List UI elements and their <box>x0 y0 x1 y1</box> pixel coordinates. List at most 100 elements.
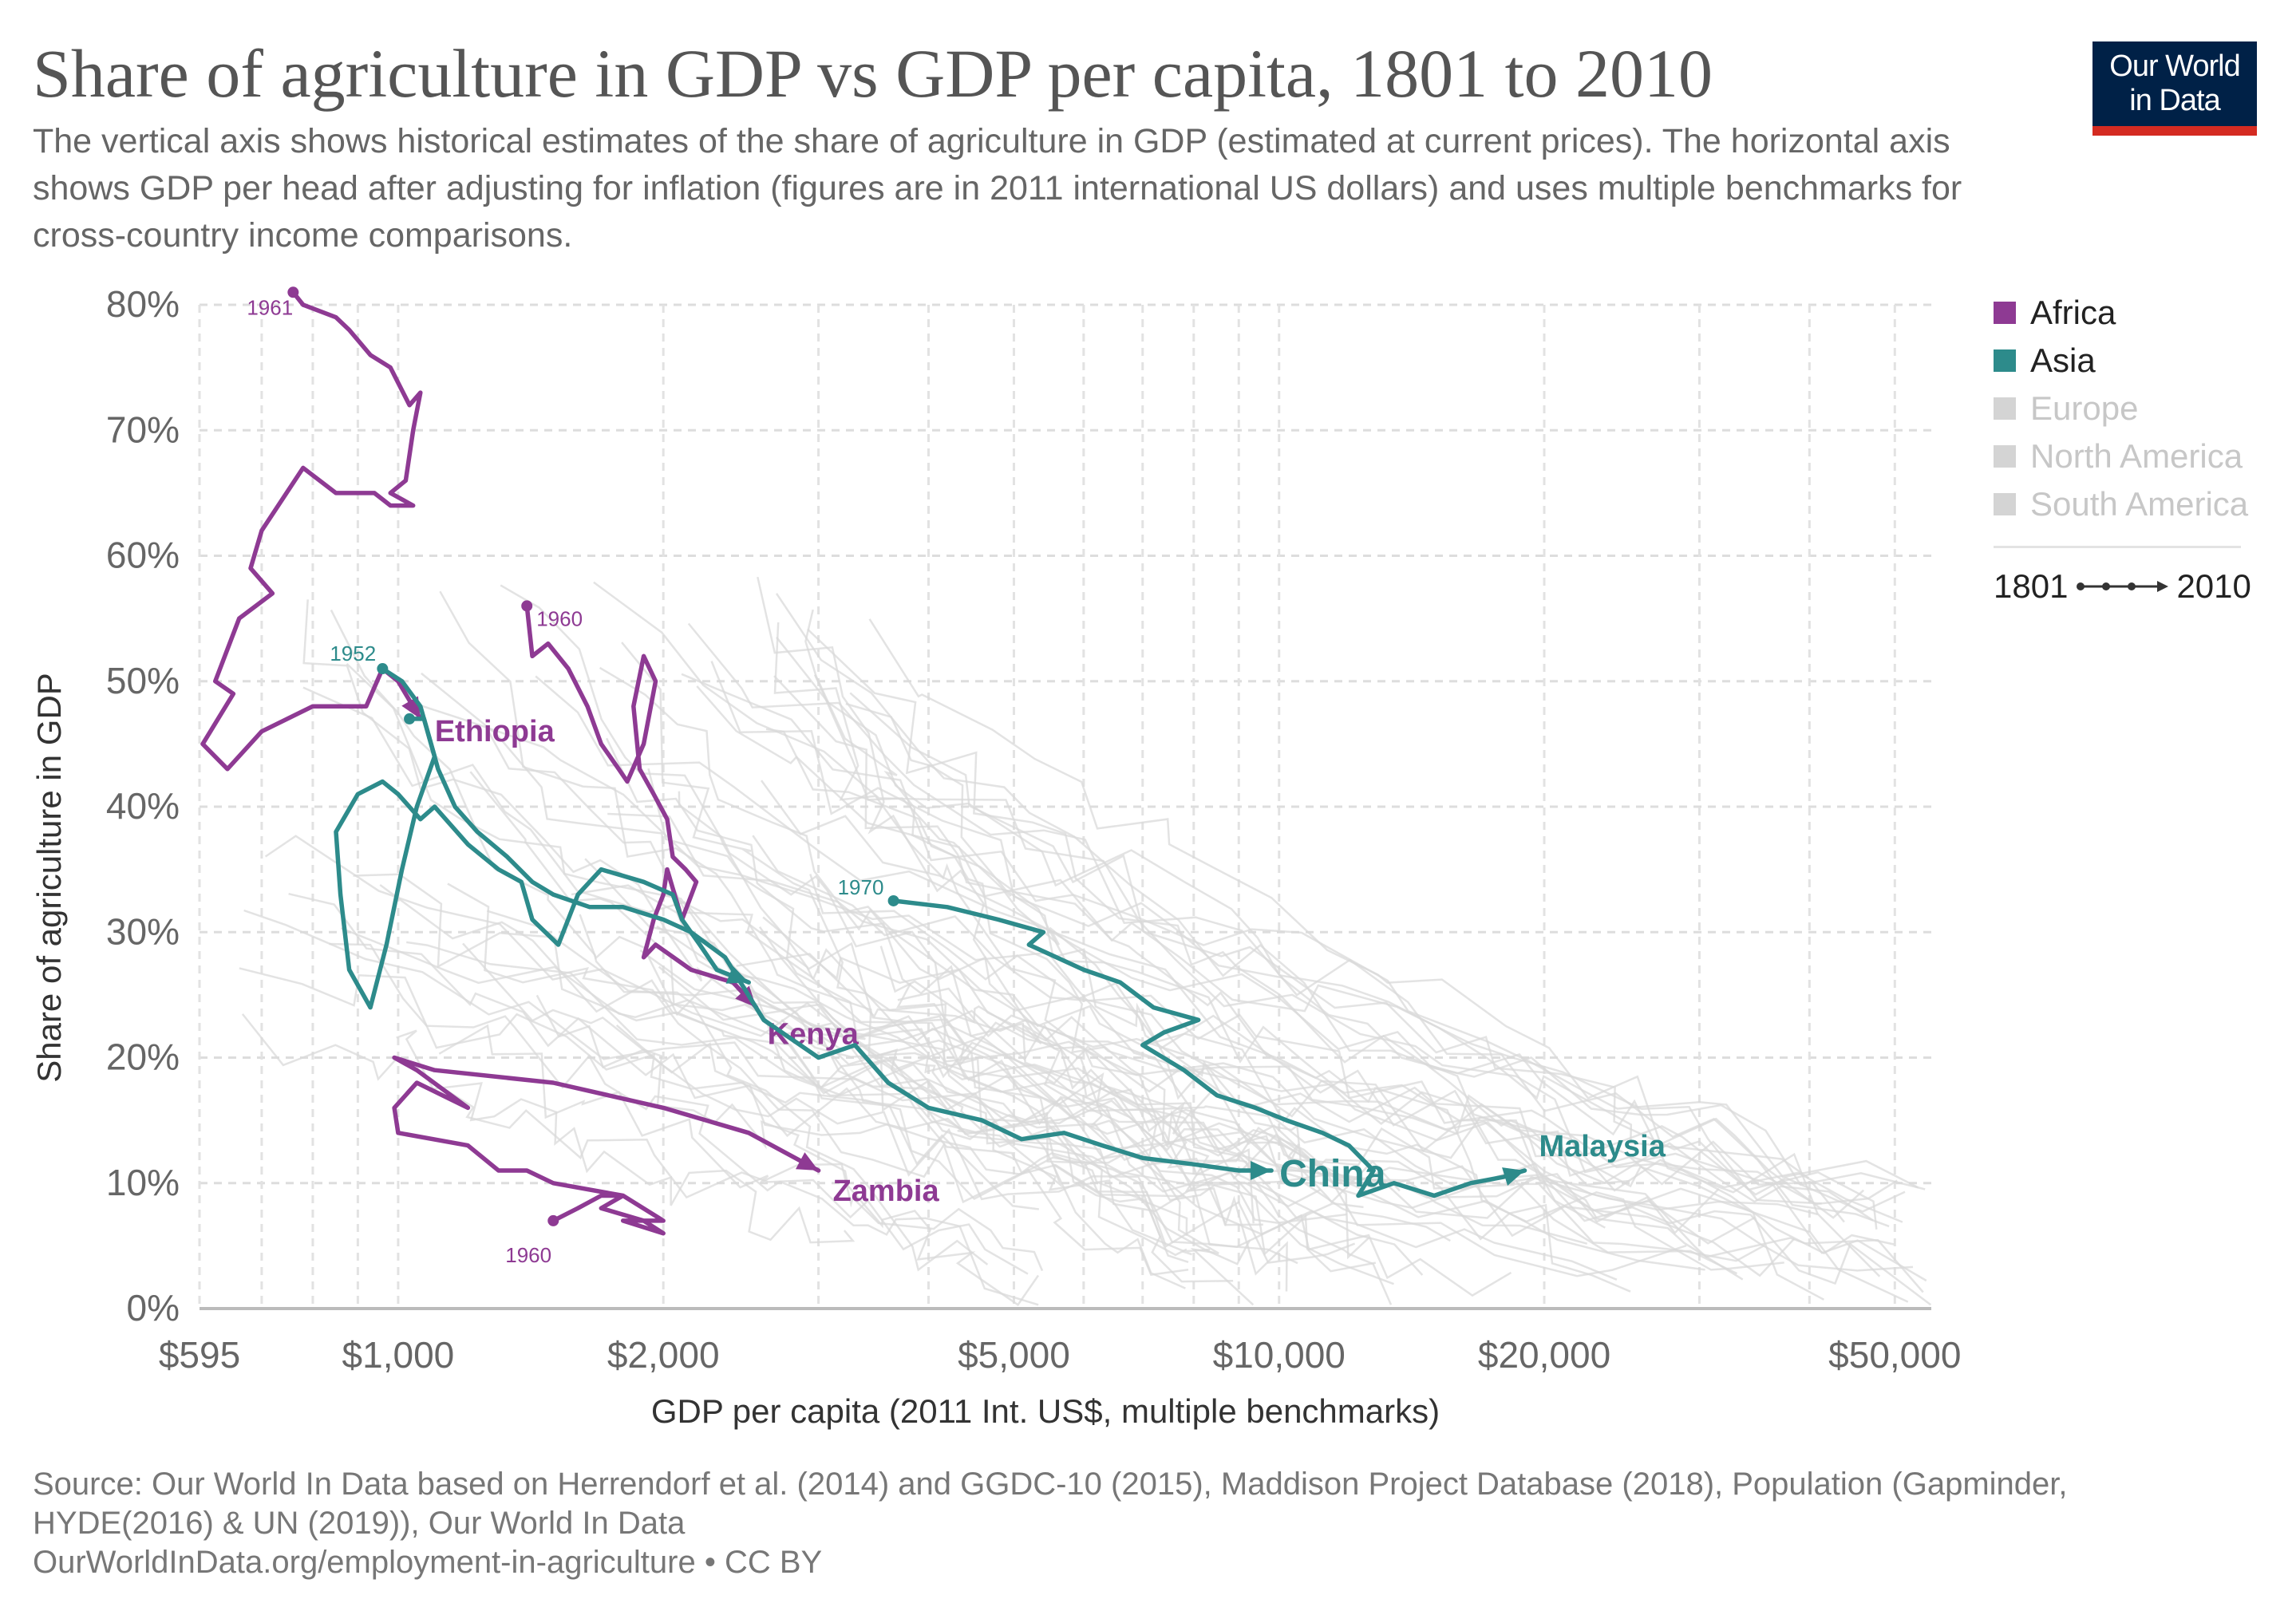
background-trajectory <box>410 701 1756 1245</box>
x-tick-label: $50,000 <box>1828 1334 1961 1376</box>
logo-line-1: Our World <box>2109 49 2240 83</box>
source-line-2: HYDE(2016) & UN (2019)), Our World In Da… <box>33 1506 686 1541</box>
license-label[interactable]: CC BY <box>724 1545 823 1580</box>
background-trajectory <box>330 609 989 1272</box>
background-trajectory <box>535 675 1909 1303</box>
trajectory-start-dot-zambia <box>547 1214 559 1226</box>
background-trajectory <box>329 942 1039 1306</box>
x-axis-title: GDP per capita (2011 Int. US$, multiple … <box>651 1392 1440 1430</box>
y-tick-label: 30% <box>106 910 180 952</box>
trajectory-malaysia <box>891 898 1527 1198</box>
legend-swatch-europe <box>1994 397 2016 420</box>
background-trajectory <box>868 618 1865 1219</box>
start-year-label: 1952 <box>330 642 376 665</box>
legend-item-europe[interactable]: Europe <box>1994 385 2251 432</box>
legend-swatch-africa <box>1994 302 2016 324</box>
background-trajectory <box>807 628 1630 1186</box>
legend-item-africa[interactable]: Africa <box>1994 289 2251 337</box>
background-trajectory <box>615 1024 1512 1297</box>
background-trajectory <box>488 731 1347 1224</box>
background-trajectory <box>696 685 1822 1205</box>
background-trajectory <box>571 884 1705 1271</box>
legend-item-asia[interactable]: Asia <box>1994 337 2251 385</box>
legend-label: South America <box>2030 485 2249 523</box>
trajectory-kenya <box>524 603 759 1010</box>
background-trajectory <box>752 835 1898 1206</box>
background-trajectory <box>438 1024 1044 1272</box>
background-trajectory <box>621 642 1188 1236</box>
background-trajectory <box>288 892 1185 1198</box>
background-trajectory <box>773 675 1606 1229</box>
y-tick-label: 80% <box>106 283 180 325</box>
start-year-label: 1970 <box>838 875 884 899</box>
background-trajectory <box>849 692 1878 1230</box>
trajectory-ethiopia <box>200 290 423 772</box>
chart-subtitle: The vertical axis shows historical estim… <box>33 122 1962 255</box>
x-tick-label: $2,000 <box>607 1334 720 1376</box>
start-year-label: 1961 <box>247 295 293 319</box>
background-trajectory <box>396 1029 856 1244</box>
x-tick-label: $595 <box>159 1334 240 1376</box>
legend-item-north-america[interactable]: North America <box>1994 432 2251 480</box>
y-tick-label: 60% <box>106 535 180 576</box>
x-tick-label: $5,000 <box>958 1334 1070 1376</box>
trajectory-start-dot-india <box>377 663 389 675</box>
trajectory-zambia <box>392 1055 821 1236</box>
background-trajectory <box>897 987 1932 1306</box>
legend-time-start: 1801 <box>1994 567 2069 605</box>
background-trajectory <box>500 584 1189 1263</box>
source-url[interactable]: OurWorldInData.org/employment-in-agricul… <box>33 1545 696 1580</box>
y-tick-label: 20% <box>106 1036 180 1078</box>
trajectory-arrow-china <box>1251 1161 1272 1181</box>
owid-logo[interactable]: Our World in Data <box>2092 41 2257 136</box>
trajectory-start-dot-ethiopia <box>287 286 299 298</box>
start-year-label: 1960 <box>536 606 583 630</box>
background-trajectory <box>879 946 1393 1305</box>
background-trajectory <box>406 941 1796 1277</box>
background-trajectory <box>845 702 1369 1260</box>
background-trajectory <box>593 581 1919 1189</box>
background-trajectory <box>757 576 1255 1306</box>
background-trajectory <box>346 662 1251 1265</box>
background-trajectory <box>762 916 1845 1223</box>
footer-separator: • <box>704 1545 725 1580</box>
source-line-1: Source: Our World In Data based on Herre… <box>33 1467 2068 1502</box>
start-year-label: 1960 <box>505 1243 551 1267</box>
y-tick-label: 40% <box>106 785 180 827</box>
highlighted-trajectories: 1961Ethiopia1960Kenya1960Zambia1952China… <box>200 286 1666 1267</box>
background-trajectory <box>241 1013 1029 1275</box>
trajectory-start-dot-china <box>404 713 416 724</box>
grid-lines <box>198 303 1931 1309</box>
background-trajectory <box>780 1019 1924 1293</box>
background-trajectory <box>462 942 1356 1264</box>
y-axis-title: Share of agriculture in GDP <box>30 673 68 1083</box>
y-tick-label: 0% <box>127 1287 180 1329</box>
y-tick-label: 10% <box>106 1162 180 1203</box>
background-trajectory <box>776 636 1810 1179</box>
trajectory-arrow-malaysia <box>1502 1167 1525 1186</box>
background-trajectory <box>809 874 1895 1255</box>
trajectory-india <box>334 666 751 1010</box>
background-trajectory <box>447 882 1189 1276</box>
background-trajectories <box>239 576 1932 1307</box>
legend-item-south-america[interactable]: South America <box>1994 480 2251 528</box>
series-label-zambia: Zambia <box>833 1175 940 1208</box>
legend: Africa Asia Europe North America South A… <box>1994 289 2251 609</box>
background-trajectory <box>765 728 1744 1281</box>
trajectory-arrow-zambia <box>795 1152 819 1171</box>
background-trajectory <box>647 768 1186 1289</box>
legend-label: North America <box>2030 437 2243 475</box>
legend-label: Africa <box>2030 294 2116 331</box>
logo-line-2: in Data <box>2129 84 2220 117</box>
y-tick-label: 50% <box>106 660 180 701</box>
legend-time-end: 2010 <box>2176 567 2251 605</box>
background-trajectory <box>760 780 1926 1190</box>
background-trajectory <box>736 953 1874 1222</box>
legend-time-range: 1801 2010 <box>1994 564 2251 609</box>
x-tick-label: $10,000 <box>1213 1334 1346 1376</box>
background-trajectory <box>243 909 1687 1277</box>
legend-swatch-south-america <box>1994 493 2016 515</box>
chart-title: Share of agriculture in GDP vs GDP per c… <box>33 35 1713 112</box>
x-tick-label: $1,000 <box>342 1334 455 1376</box>
